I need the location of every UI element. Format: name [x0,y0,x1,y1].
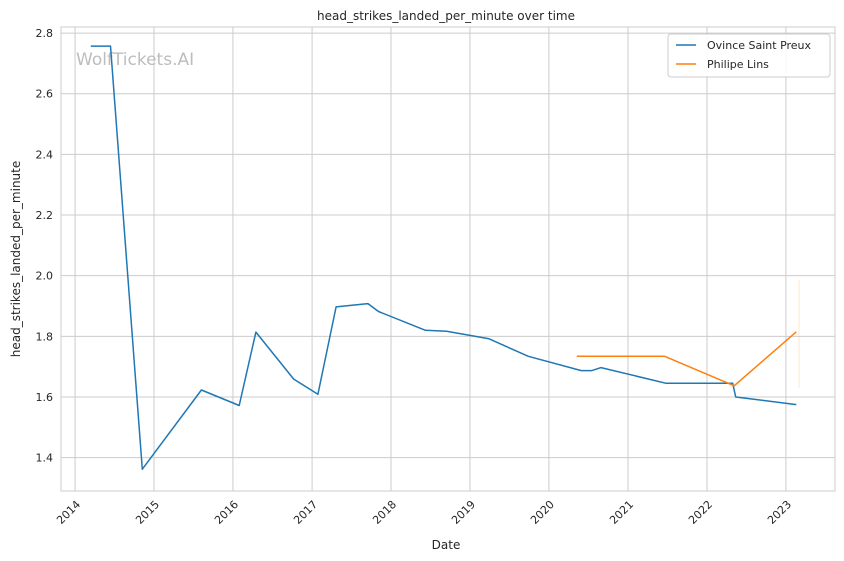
x-tick-label: 2016 [212,498,241,527]
y-tick-label: 2.6 [36,88,54,101]
series-line-1 [576,331,797,387]
x-tick-labels: 2014 2015 2016 2017 2018 2019 2020 2021 2022 2023 [54,498,794,527]
series-line-0 [90,45,797,470]
y-tick-label: 2.2 [36,209,54,222]
grid-lines [61,27,835,491]
plot-area [61,27,835,491]
x-tick-label: 2015 [133,498,162,527]
y-tick-label: 1.6 [36,391,54,404]
x-tick-label: 2021 [607,498,636,527]
y-tick-labels: 1.4 1.6 1.8 2.0 2.2 2.4 2.6 2.8 [36,27,54,465]
x-tick-label: 2020 [528,498,557,527]
y-tick-label: 2.0 [36,270,54,283]
x-tick-label: 2014 [54,498,83,527]
x-tick-label: 2022 [686,498,715,527]
y-tick-label: 1.8 [36,330,54,343]
x-tick-label: 2019 [449,498,478,527]
series-lines [90,45,797,470]
legend-label-philipe: Philipe Lins [707,58,769,71]
y-tick-label: 2.8 [36,27,54,40]
y-tick-label: 1.4 [36,452,54,465]
x-tick-label: 2023 [765,498,794,527]
x-tick-label: 2017 [291,498,320,527]
legend-box [667,33,831,78]
watermark: WolfTickets.AI [76,50,194,70]
x-tick-label: 2018 [370,498,399,527]
plot-frame [60,26,836,492]
x-axis-label: Date [432,538,461,552]
y-axis-label: head_strikes_landed_per_minute [9,161,23,358]
legend: Ovince Saint Preux Philipe Lins [667,33,831,78]
chart-title: head_strikes_landed_per_minute over time [317,9,575,23]
legend-label-ovince: Ovince Saint Preux [707,39,812,52]
y-tick-label: 2.4 [36,148,54,161]
